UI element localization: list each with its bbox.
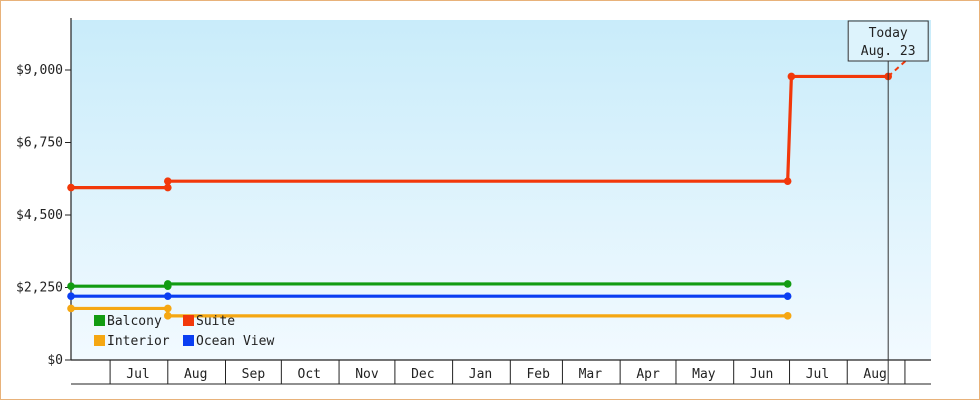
series-interior <box>67 304 792 320</box>
y-tick-label: $2,250 <box>16 281 63 296</box>
legend-label: Suite <box>196 314 235 329</box>
series-suite <box>67 72 892 192</box>
data-point[interactable] <box>163 312 172 320</box>
series-ocean-view <box>67 292 792 301</box>
legend-swatch <box>183 335 194 346</box>
y-tick-label: $9,000 <box>16 63 63 78</box>
data-point[interactable] <box>783 177 792 185</box>
x-tick-label: Jul <box>126 367 149 382</box>
data-point[interactable] <box>783 312 792 320</box>
x-tick-label: Aug <box>184 367 207 382</box>
data-point[interactable] <box>67 304 75 313</box>
x-tick-label: Oct <box>298 367 321 382</box>
data-point[interactable] <box>163 304 172 313</box>
y-tick-label: $0 <box>47 353 63 368</box>
legend-item-suite: Suite <box>183 314 235 329</box>
legend-swatch <box>94 315 105 326</box>
x-tick-label: Mar <box>579 367 603 382</box>
x-tick-label: Jul <box>806 367 829 382</box>
data-point[interactable] <box>67 183 75 192</box>
legend-item-balcony: Balcony <box>94 314 162 329</box>
y-axis: $0 $2,250 $4,500 $6,750 $9,000 <box>16 18 72 368</box>
y-tick-label: $4,500 <box>16 208 63 223</box>
x-tick-label: Aug <box>863 367 886 382</box>
x-tick-label: May <box>692 367 716 382</box>
data-point[interactable] <box>163 292 172 301</box>
x-tick-label: Apr <box>636 367 660 382</box>
x-tick-label: Sep <box>242 367 266 382</box>
legend-item-interior: Interior <box>94 334 170 349</box>
data-point[interactable] <box>783 292 792 301</box>
x-tick-label: Dec <box>411 367 434 382</box>
legend-label: Interior <box>107 334 170 349</box>
data-point[interactable] <box>163 183 172 192</box>
x-axis: Jul Aug Sep Oct Nov Dec Jan Feb Mar Apr May Jun Jul A… <box>71 359 931 385</box>
legend-swatch <box>183 315 194 326</box>
x-tick-label: Feb <box>526 367 550 382</box>
y-tick-label: $6,750 <box>16 136 63 151</box>
series-line <box>71 74 889 190</box>
data-point[interactable] <box>67 292 75 301</box>
data-point[interactable] <box>787 72 796 81</box>
today-box <box>847 20 929 62</box>
x-tick-label: Nov <box>355 367 379 382</box>
data-point[interactable] <box>163 177 172 185</box>
today-marker: Today Aug. 23 <box>847 20 929 384</box>
x-tick-label: Jan <box>469 367 492 382</box>
legend: Balcony Suite Interior Ocean View <box>94 314 274 349</box>
legend-label: Ocean View <box>196 334 274 349</box>
legend-label: Balcony <box>107 314 162 329</box>
x-tick-label: Jun <box>750 367 773 382</box>
data-point[interactable] <box>67 282 75 291</box>
data-point[interactable] <box>783 280 792 288</box>
today-label: Today <box>869 26 908 41</box>
data-point[interactable] <box>163 280 172 288</box>
plot-background <box>71 20 931 360</box>
series-balcony <box>67 280 792 291</box>
legend-swatch <box>94 335 105 346</box>
today-date: Aug. 23 <box>861 44 916 59</box>
legend-item-ocean-view: Ocean View <box>183 334 274 349</box>
